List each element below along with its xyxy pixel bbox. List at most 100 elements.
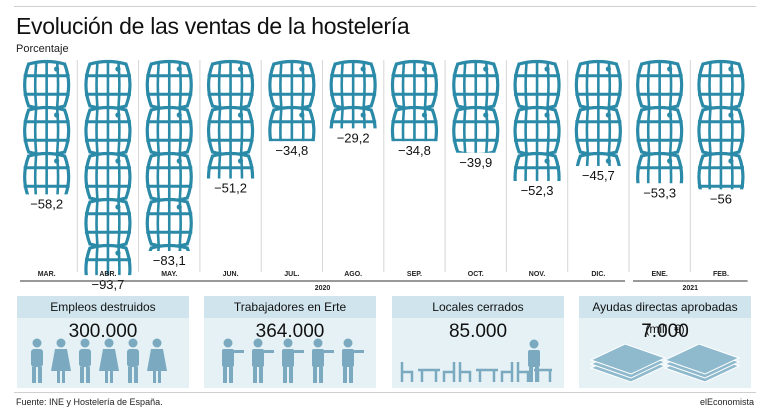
category-label: MAY. [161, 271, 177, 278]
panel-value: 7.000 [641, 321, 689, 342]
panel-label: Empleos destruidos [17, 296, 189, 318]
barrel-mark [206, 59, 255, 111]
barrel-mark [84, 59, 132, 111]
value-label: −29,2 [337, 130, 370, 145]
bar-10 [574, 59, 622, 166]
barrel-mark [513, 59, 561, 111]
category-label: FEB. [713, 271, 729, 278]
waiter-icon [342, 338, 364, 383]
source-note: Fuente: INE y Hostelería de España. [16, 397, 163, 407]
category-label: ENE. [651, 271, 667, 278]
category-label: JUL. [284, 271, 299, 278]
barrel-mark [84, 151, 132, 203]
bar-4 [206, 59, 255, 179]
waiter-icon [312, 338, 334, 383]
bar-11 [636, 59, 684, 184]
panel-value: 300.000 [68, 321, 138, 342]
bar-12 [697, 59, 745, 190]
category-label: MAR. [38, 271, 56, 278]
barrel-mark [697, 105, 745, 157]
value-label: −53,3 [643, 185, 676, 200]
value-label: −51,2 [214, 180, 247, 195]
panel-label: Locales cerrados [392, 296, 564, 318]
banknotes-icon [589, 343, 741, 383]
chart-subtitle: Porcentaje [16, 43, 69, 55]
barrel-mark [84, 105, 132, 157]
panel-ayudas: Ayudas directas aprobadas (mill. €) 7.00… [579, 296, 751, 388]
barrel-mark [23, 151, 71, 195]
waiter-icon [282, 338, 304, 383]
person-icon [147, 338, 167, 383]
category-label: SEP. [407, 271, 422, 278]
barrel-mark [145, 197, 193, 249]
value-label: −83,1 [153, 253, 186, 268]
barrel-mark [574, 105, 622, 157]
value-label: −34,8 [275, 143, 308, 158]
value-label: −93,7 [91, 277, 124, 292]
category-label: ABR. [99, 271, 116, 278]
panel-empleos: Empleos destruidos 300.000 [17, 296, 189, 388]
barrel-mark [329, 59, 377, 111]
waiter-icon [252, 338, 274, 383]
category-label: OCT. [468, 271, 484, 278]
barrel-mark [145, 151, 193, 203]
waiter-icon [528, 339, 540, 382]
person-icon [99, 338, 119, 383]
bar-1 [23, 59, 71, 195]
value-label: −58,2 [30, 196, 63, 211]
person-icon [51, 338, 71, 383]
barrel-mark [206, 105, 255, 157]
panel-value: 364.000 [255, 321, 325, 342]
barrel-mark [636, 151, 684, 184]
barrel-mark [145, 105, 193, 157]
barrel-mark [268, 59, 316, 111]
bar-5 [268, 59, 316, 142]
bar-8 [452, 59, 500, 153]
table-chairs-icon [458, 362, 514, 382]
table-chairs-icon [400, 362, 456, 382]
barrel-mark [575, 151, 621, 166]
panel-value: 85.000 [448, 321, 508, 342]
category-label: DIC. [591, 271, 605, 278]
bar-9 [513, 59, 561, 181]
value-label: −45,7 [582, 168, 615, 183]
person-icon [31, 338, 43, 383]
panel-label: Ayudas directas aprobadas (mill. €) [579, 296, 751, 336]
table-chairs-icons [400, 339, 552, 382]
barrel-mark [390, 59, 439, 111]
brand-label: elEconomista [699, 397, 754, 407]
top-rule [14, 6, 756, 7]
value-label: −56 [710, 191, 732, 206]
barrel-mark [268, 105, 316, 142]
bottom-rule [14, 392, 756, 393]
value-label: −39,9 [459, 155, 492, 170]
barrel-mark [513, 151, 561, 181]
year-label-2020: 2020 [315, 285, 331, 292]
person-icon [127, 338, 139, 383]
value-label: −52,3 [521, 183, 554, 198]
year-label-2021: 2021 [683, 285, 699, 292]
waiter-icons [222, 338, 364, 383]
category-label: JUN. [223, 271, 239, 278]
barrel-mark [84, 243, 132, 276]
table-chairs-icon [516, 362, 552, 382]
barrel-mark [452, 105, 500, 153]
barrel-mark [636, 59, 684, 111]
barrel-mark [206, 151, 255, 179]
barrel-mark [84, 197, 132, 249]
barrel-mark [148, 243, 190, 252]
waiter-icon [222, 338, 244, 383]
barrel-mark [636, 105, 684, 157]
panel-erte: Trabajadores en Erte 364.000 [204, 296, 376, 388]
barrel-mark [452, 59, 500, 111]
person-icon [79, 338, 91, 383]
barrel-mark [23, 105, 71, 157]
barrel-mark [574, 59, 622, 111]
bar-3 [145, 59, 193, 252]
panel-locales: Locales cerrados 85.000 [392, 296, 564, 388]
chart-title: Evolución de las ventas de la hostelería [16, 13, 410, 39]
barrel-mark [513, 105, 561, 157]
panel-label: Trabajadores en Erte [204, 296, 376, 318]
bar-6 [329, 59, 377, 129]
